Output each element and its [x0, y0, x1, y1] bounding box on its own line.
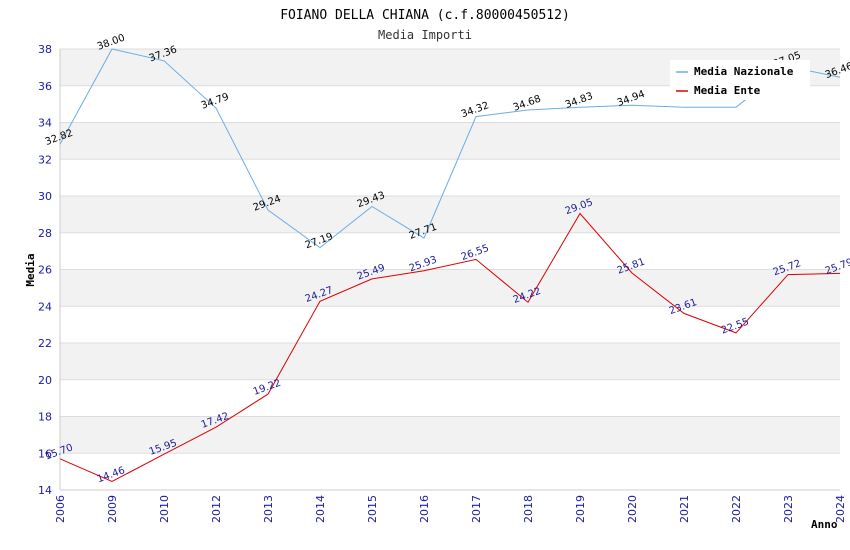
y-tick-label: 22: [38, 337, 52, 350]
x-tick-label: 2017: [470, 495, 483, 523]
x-tick-label: 2009: [106, 495, 119, 523]
y-tick-label: 36: [38, 80, 52, 93]
x-tick-label: 2023: [782, 495, 795, 523]
x-axis-ticks: 2006 2009 2010 2012 2013 2014 2015 2016 2017 2018…: [54, 495, 847, 523]
grid-band: [60, 343, 840, 380]
grid-band: [60, 232, 840, 270]
legend: Media Nazionale Media Ente: [670, 60, 810, 100]
y-axis-ticks: 14 16 18 20 22 24 26 28 30 32 34 36 38: [38, 43, 52, 497]
y-tick-label: 26: [38, 264, 52, 277]
x-tick-label: 2019: [574, 495, 587, 523]
chart-title: FOIANO DELLA CHIANA (c.f.80000450512): [280, 8, 570, 23]
grid-band: [60, 196, 840, 233]
x-tick-label: 2018: [522, 495, 535, 523]
y-tick-label: 24: [38, 300, 52, 313]
y-tick-label: 38: [38, 43, 52, 56]
y-tick-label: 18: [38, 411, 52, 424]
legend-label-media-ente: Media Ente: [694, 84, 761, 97]
x-axis-label: Anno: [811, 518, 838, 531]
y-axis-label: Media: [24, 253, 37, 286]
legend-label-media-nazionale: Media Nazionale: [694, 65, 794, 78]
y-tick-label: 16: [38, 447, 52, 460]
x-tick-label: 2015: [366, 495, 379, 523]
grid-band: [60, 379, 840, 417]
grid-band: [60, 416, 840, 454]
x-tick-label: 2006: [54, 495, 67, 523]
grid-band: [60, 269, 840, 307]
legend-box: [670, 60, 810, 100]
y-tick-label: 14: [38, 484, 52, 497]
grid-band: [60, 306, 840, 343]
x-tick-label: 2024: [834, 495, 847, 523]
chart-subtitle: Media Importi: [378, 28, 472, 42]
series-line-media-ente: [59, 212, 841, 483]
x-tick-label: 2014: [314, 495, 327, 523]
x-tick-label: 2021: [678, 495, 691, 523]
x-tick-label: 2016: [418, 495, 431, 523]
y-tick-label: 30: [38, 190, 52, 203]
y-tick-label: 28: [38, 227, 52, 240]
series-lines: [59, 48, 841, 483]
x-tick-label: 2012: [210, 495, 223, 523]
x-tick-label: 2020: [626, 495, 639, 523]
grid-band: [60, 453, 840, 490]
x-tick-label: 2013: [262, 495, 275, 523]
grid-band: [60, 122, 840, 160]
y-tick-label: 32: [38, 153, 52, 166]
x-tick-label: 2022: [730, 495, 743, 523]
y-tick-label: 20: [38, 374, 52, 387]
grid-bands: [59, 48, 840, 491]
series-line-media-nazionale: [59, 48, 841, 249]
y-tick-label: 34: [38, 117, 52, 130]
x-tick-label: 2010: [158, 495, 171, 523]
